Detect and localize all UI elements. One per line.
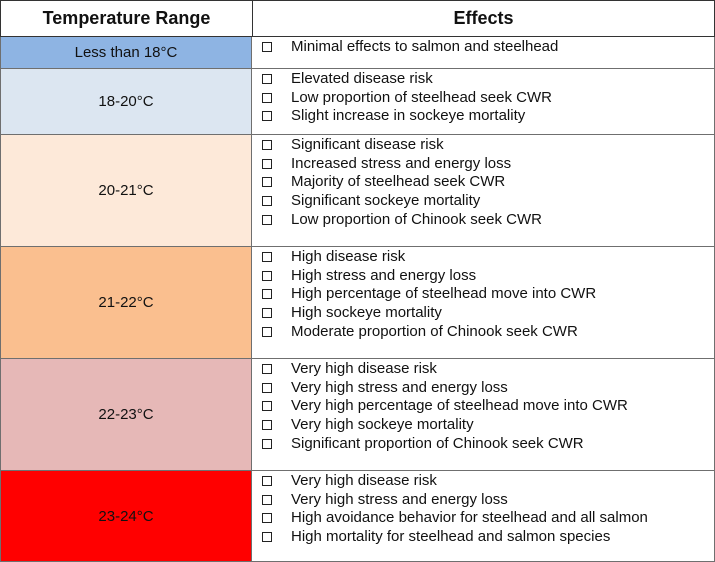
effect-item: Significant sockeye mortality xyxy=(252,192,714,211)
effect-text: High avoidance behavior for steelhead an… xyxy=(291,509,648,527)
checkbox-icon xyxy=(262,289,272,300)
table-row: Less than 18°C Minimal effects to salmon… xyxy=(0,37,715,69)
checkbox-icon xyxy=(262,438,272,449)
effect-item: Majority of steelhead seek CWR xyxy=(252,173,714,192)
effect-item: Slight increase in sockeye mortality xyxy=(252,107,714,126)
effect-text: High percentage of steelhead move into C… xyxy=(291,285,597,303)
table-header-row: Temperature Range Effects xyxy=(0,0,715,37)
checkbox-icon xyxy=(262,42,272,53)
range-cell: Less than 18°C xyxy=(0,37,252,69)
checkbox-icon xyxy=(262,92,272,103)
checkbox-icon xyxy=(262,74,272,85)
checkbox-icon xyxy=(262,270,272,281)
effect-item: High percentage of steelhead move into C… xyxy=(252,285,714,304)
effect-item: High mortality for steelhead and salmon … xyxy=(252,528,714,547)
table-row: 21-22°C High disease risk High stress an… xyxy=(0,247,715,359)
checkbox-icon xyxy=(262,177,272,188)
effect-text: High mortality for steelhead and salmon … xyxy=(291,528,611,546)
effect-item: Elevated disease risk xyxy=(252,70,714,89)
effects-cell: Very high disease risk Very high stress … xyxy=(252,471,715,562)
range-label: 22-23°C xyxy=(98,406,154,423)
checkbox-icon xyxy=(262,308,272,319)
checkbox-icon xyxy=(262,158,272,169)
effect-item: High disease risk xyxy=(252,248,714,267)
checkbox-icon xyxy=(262,420,272,431)
effect-text: Very high percentage of steelhead move i… xyxy=(291,397,628,415)
checkbox-icon xyxy=(262,252,272,263)
range-label: 21-22°C xyxy=(98,294,154,311)
effect-text: Low proportion of Chinook seek CWR xyxy=(291,210,542,228)
effect-text: Very high disease risk xyxy=(291,360,437,378)
effects-cell: Very high disease risk Very high stress … xyxy=(252,359,715,471)
effect-text: Low proportion of steelhead seek CWR xyxy=(291,88,552,106)
checkbox-icon xyxy=(262,140,272,151)
effects-cell: Minimal effects to salmon and steelhead xyxy=(252,37,715,69)
checkbox-icon xyxy=(262,532,272,543)
effect-item: Very high sockeye mortality xyxy=(252,416,714,435)
effect-item: Very high disease risk xyxy=(252,360,714,379)
effect-item: High avoidance behavior for steelhead an… xyxy=(252,509,714,528)
effect-text: Very high stress and energy loss xyxy=(291,490,508,508)
effect-item: Very high stress and energy loss xyxy=(252,379,714,398)
effect-text: Majority of steelhead seek CWR xyxy=(291,173,506,191)
range-cell: 20-21°C xyxy=(0,135,252,247)
effect-text: Very high stress and energy loss xyxy=(291,378,508,396)
range-cell: 18-20°C xyxy=(0,69,252,135)
checkbox-icon xyxy=(262,494,272,505)
table-row: 20-21°C Significant disease risk Increas… xyxy=(0,135,715,247)
effect-text: High stress and energy loss xyxy=(291,266,477,284)
effect-item: Minimal effects to salmon and steelhead xyxy=(252,38,714,57)
checkbox-icon xyxy=(262,476,272,487)
range-cell: 23-24°C xyxy=(0,471,252,562)
effect-text: High sockeye mortality xyxy=(291,304,442,322)
table-row: 18-20°C Elevated disease risk Low propor… xyxy=(0,69,715,135)
header-effects: Effects xyxy=(453,8,514,28)
effects-cell: High disease risk High stress and energy… xyxy=(252,247,715,359)
effect-text: High disease risk xyxy=(291,248,406,266)
effect-text: Increased stress and energy loss xyxy=(291,154,512,172)
effect-item: High stress and energy loss xyxy=(252,267,714,286)
checkbox-icon xyxy=(262,214,272,225)
effect-item: Very high stress and energy loss xyxy=(252,491,714,510)
effect-item: Significant proportion of Chinook seek C… xyxy=(252,434,714,453)
table-row: 22-23°C Very high disease risk Very high… xyxy=(0,359,715,471)
effect-text: Significant disease risk xyxy=(291,136,444,154)
effect-item: High sockeye mortality xyxy=(252,304,714,323)
effect-text: Elevated disease risk xyxy=(291,70,433,88)
checkbox-icon xyxy=(262,382,272,393)
checkbox-icon xyxy=(262,513,272,524)
effect-item: Moderate proportion of Chinook seek CWR xyxy=(252,322,714,341)
effect-item: Low proportion of steelhead seek CWR xyxy=(252,89,714,108)
table-row: 23-24°C Very high disease risk Very high… xyxy=(0,471,715,562)
effect-text: Moderate proportion of Chinook seek CWR xyxy=(291,322,578,340)
checkbox-icon xyxy=(262,326,272,337)
effect-text: Very high disease risk xyxy=(291,472,437,490)
range-label: 20-21°C xyxy=(98,182,154,199)
checkbox-icon xyxy=(262,401,272,412)
effect-text: Very high sockeye mortality xyxy=(291,416,474,434)
effect-item: Increased stress and energy loss xyxy=(252,155,714,174)
checkbox-icon xyxy=(262,111,272,122)
checkbox-icon xyxy=(262,364,272,375)
effect-item: Significant disease risk xyxy=(252,136,714,155)
checkbox-icon xyxy=(262,196,272,207)
range-label: Less than 18°C xyxy=(74,44,178,61)
effect-text: Minimal effects to salmon and steelhead xyxy=(291,38,559,56)
effect-item: Low proportion of Chinook seek CWR xyxy=(252,210,714,229)
effect-item: Very high disease risk xyxy=(252,472,714,491)
effects-cell: Elevated disease risk Low proportion of … xyxy=(252,69,715,135)
header-temperature-range: Temperature Range xyxy=(1,1,253,36)
range-label: 23-24°C xyxy=(98,507,154,525)
effects-cell: Significant disease risk Increased stres… xyxy=(252,135,715,247)
effect-text: Significant proportion of Chinook seek C… xyxy=(291,434,584,452)
range-cell: 22-23°C xyxy=(0,359,252,471)
effect-item: Very high percentage of steelhead move i… xyxy=(252,397,714,416)
effect-text: Significant sockeye mortality xyxy=(291,192,481,210)
range-cell: 21-22°C xyxy=(0,247,252,359)
effect-text: Slight increase in sockeye mortality xyxy=(291,107,526,125)
range-label: 18-20°C xyxy=(98,93,154,110)
